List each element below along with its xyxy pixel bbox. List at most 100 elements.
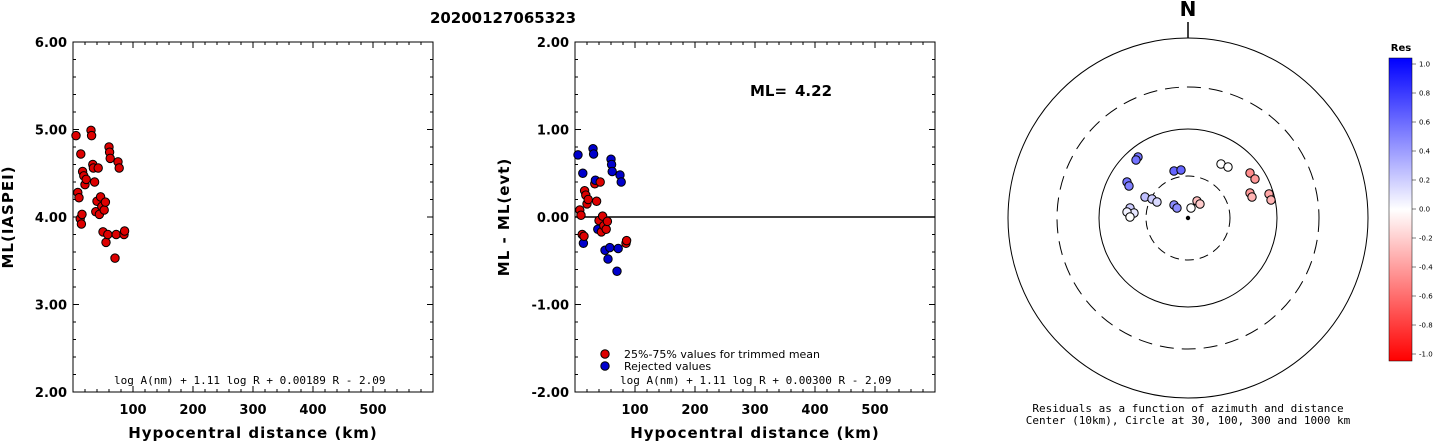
station-magnitude-point: [86, 130, 97, 141]
station-residual-marker: [1176, 165, 1186, 175]
station-markers: [1122, 152, 1276, 222]
rejected-residual-point: [603, 254, 613, 264]
x-tick-label: 400: [299, 403, 326, 418]
legend-rejected-label: Rejected values: [624, 360, 711, 373]
colorbar-label: 0.4: [1419, 148, 1431, 156]
y-tick-label: 4.00: [35, 211, 67, 226]
map-caption-line1: Residuals as a function of azimuth and d…: [1032, 402, 1343, 415]
station-magnitude-point: [103, 229, 113, 240]
rejected-residual-point: [578, 168, 588, 178]
trimmed-residual-point: [601, 224, 611, 234]
epicenter-marker: [1185, 215, 1191, 221]
rejected-residual-point: [613, 243, 623, 254]
station-residual-marker: [1250, 174, 1260, 184]
trimmed-residual-point: [591, 196, 602, 206]
station-magnitude-point: [81, 174, 91, 185]
rejected-residual-point: [605, 242, 615, 253]
station-residual-marker: [1152, 197, 1162, 207]
colorbar-label: -0.8: [1419, 322, 1433, 330]
y-tick-label: -1.00: [532, 299, 569, 314]
station-residual-marker: [1247, 192, 1257, 202]
residual-plot-points: [573, 144, 632, 276]
legend-trimmed-marker: [600, 349, 610, 359]
residual-plot-ticks: 2.00 1.00 0.00 -1.00 -2.00 100 200 300 400 500: [532, 36, 936, 418]
station-magnitude-point: [89, 177, 100, 187]
legend-trimmed-label: 25%-75% values for trimmed mean: [624, 348, 820, 361]
colorbar-title: Res: [1391, 43, 1411, 54]
magnitude-plot-frame: [72, 41, 434, 393]
trimmed-residual-point: [621, 235, 632, 246]
residual-plot-ylabel: ML - ML(evt): [495, 158, 513, 276]
residual-plot-formula: log A(nm) + 1.11 log R + 0.00300 R - 2.0…: [620, 374, 892, 387]
y-tick-label: 2.00: [35, 386, 67, 401]
colorbar-gradient: [1388, 57, 1413, 362]
rejected-residual-point: [607, 166, 617, 177]
y-tick-label: 5.00: [35, 124, 67, 139]
ml-label: ML=: [750, 82, 787, 100]
station-magnitude-point: [100, 197, 111, 207]
rejected-residual-point: [612, 266, 622, 276]
y-tick-label: 2.00: [537, 36, 569, 51]
station-magnitude-point: [76, 219, 87, 229]
x-tick-label: 300: [741, 403, 768, 418]
trimmed-residual-point: [579, 231, 589, 241]
x-tick-label: 100: [119, 403, 146, 418]
x-tick-label: 500: [359, 403, 386, 418]
x-tick-label: 400: [801, 403, 828, 418]
rejected-residual-point: [616, 177, 626, 187]
station-residual-marker: [1186, 203, 1196, 213]
circle-100km: [1098, 128, 1278, 308]
y-tick-label: 0.00: [537, 211, 569, 226]
y-tick-label: 6.00: [35, 36, 67, 51]
station-magnitude-point: [105, 153, 115, 164]
colorbar-label: -0.6: [1419, 293, 1433, 301]
x-tick-label: 200: [681, 403, 708, 418]
colorbar-label: 0.2: [1419, 177, 1430, 185]
x-tick-label: 200: [179, 403, 206, 418]
station-magnitude-point: [71, 130, 81, 141]
magnitude-plot-xlabel: Hypocentral distance (km): [128, 424, 378, 441]
north-label: N: [1180, 0, 1197, 21]
x-tick-label: 500: [861, 403, 888, 418]
station-residual-marker: [1245, 168, 1255, 178]
station-magnitude-point: [119, 226, 130, 236]
station-magnitude-point: [99, 205, 109, 215]
magnitude-plot-formula: log A(nm) + 1.11 log R + 0.00189 R - 2.0…: [114, 374, 386, 387]
station-magnitude-point: [101, 237, 111, 248]
residual-plot-xlabel: Hypocentral distance (km): [630, 424, 880, 441]
y-tick-label: 1.00: [537, 124, 569, 139]
station-magnitude-point: [110, 253, 120, 263]
station-residual-marker: [1266, 195, 1276, 205]
station-residual-marker: [1131, 155, 1141, 165]
trimmed-residual-point: [583, 194, 593, 205]
y-tick-label: -2.00: [532, 386, 569, 401]
rejected-residual-point: [573, 150, 583, 160]
station-magnitude-point: [76, 149, 86, 159]
rejected-residual-point: [588, 149, 599, 159]
circle-30km: [1145, 175, 1231, 261]
magnitude-plot: 6.00 5.00 4.00 3.00 2.00 100 200 300 400 500 ML(I…: [0, 36, 434, 441]
station-residual-marker: [1223, 162, 1233, 172]
colorbar-labels: 1.0 0.8 0.6 0.4 0.2 0.0 -0.2 -0.4 -0.6 -0.8 -1.0: [1412, 61, 1433, 359]
colorbar-label: 0.0: [1419, 206, 1430, 214]
circle-1000km: [1007, 37, 1369, 399]
residual-plot: 2.00 1.00 0.00 -1.00 -2.00 100 200 300 400 500 ML…: [495, 36, 936, 441]
ml-value: 4.22: [795, 82, 832, 100]
magnitude-plot-ticks: 6.00 5.00 4.00 3.00 2.00 100 200 300 400 500: [35, 36, 434, 418]
station-magnitude-point: [74, 193, 84, 203]
azimuth-residual-map: N Residuals as a function of azimuth and…: [1007, 0, 1369, 427]
x-tick-label: 300: [239, 403, 266, 418]
station-magnitude-point: [111, 229, 121, 240]
circle-300km: [1056, 86, 1320, 350]
colorbar-label: 0.6: [1419, 119, 1431, 127]
figure-title: 20200127065323: [430, 9, 576, 27]
station-magnitude-point: [77, 209, 87, 220]
y-tick-label: 3.00: [35, 299, 67, 314]
station-residual-marker: [1195, 199, 1205, 209]
x-tick-label: 100: [621, 403, 648, 418]
map-caption-line2: Center (10km), Circle at 30, 100, 300 an…: [1026, 414, 1351, 427]
trimmed-residual-point: [602, 216, 613, 227]
colorbar-label: -0.2: [1419, 235, 1433, 243]
trimmed-residual-point: [595, 177, 605, 187]
